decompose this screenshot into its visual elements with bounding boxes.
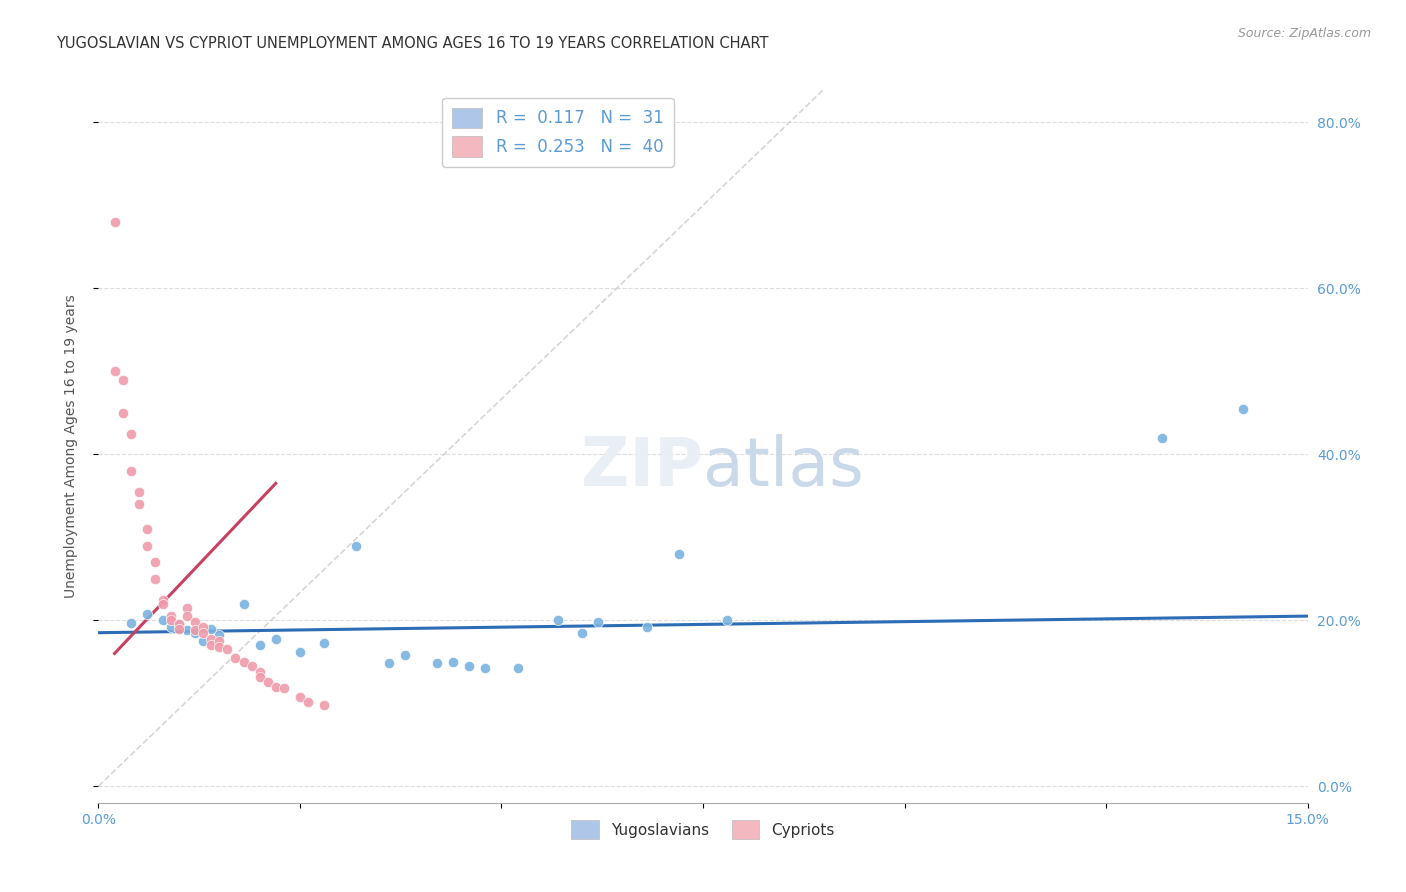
Point [128,484,150,499]
Point [103,215,125,229]
Point [256,675,278,690]
Point [506,660,529,674]
Point [1152,431,1174,445]
Point [128,497,150,511]
Point [200,632,222,646]
Point [193,620,215,634]
Point [167,617,190,632]
Text: Source: ZipAtlas.com: Source: ZipAtlas.com [1237,27,1371,40]
Point [184,624,207,638]
Point [314,698,336,712]
Point [264,680,287,694]
Point [232,655,254,669]
Point [441,655,464,669]
Point [636,620,658,634]
Point [249,670,271,684]
Point [143,572,166,586]
Point [273,681,295,696]
Point [135,607,157,622]
Point [224,650,246,665]
Point [668,547,690,561]
Point [160,613,183,627]
Point [103,364,125,378]
Point [184,625,207,640]
Point [217,642,239,657]
Point [135,522,157,536]
Point [120,426,142,441]
Point [120,615,142,630]
Point [571,625,593,640]
Point [176,609,198,624]
Point [111,406,134,420]
Text: ZIP: ZIP [581,434,703,500]
Point [120,464,142,478]
Point [240,659,263,673]
Point [458,659,481,673]
Point [176,624,198,638]
Point [314,636,336,650]
Point [152,613,174,627]
Text: YUGOSLAVIAN VS CYPRIOT UNEMPLOYMENT AMONG AGES 16 TO 19 YEARS CORRELATION CHART: YUGOSLAVIAN VS CYPRIOT UNEMPLOYMENT AMON… [56,36,769,51]
Point [208,628,231,642]
Point [167,622,190,636]
Point [249,638,271,652]
Text: atlas: atlas [703,434,863,500]
Point [297,695,319,709]
Point [200,638,222,652]
Point [394,648,416,662]
Point [135,539,157,553]
Point [264,632,287,646]
Point [586,615,609,629]
Point [377,657,399,671]
Point [288,645,311,659]
Point [232,597,254,611]
Point [160,620,183,634]
Point [152,592,174,607]
Point [200,622,222,636]
Point [1232,401,1254,416]
Point [716,613,738,627]
Point [344,539,367,553]
Point [176,600,198,615]
Point [193,625,215,640]
Point [426,657,449,671]
Point [167,617,190,632]
Legend: Yugoslavians, Cypriots: Yugoslavians, Cypriots [565,814,841,845]
Point [193,634,215,648]
Point [208,640,231,654]
Point [208,634,231,648]
Point [184,615,207,629]
Y-axis label: Unemployment Among Ages 16 to 19 years: Unemployment Among Ages 16 to 19 years [63,294,77,598]
Point [111,373,134,387]
Point [547,613,569,627]
Point [474,660,496,674]
Point [249,665,271,679]
Point [152,597,174,611]
Point [143,555,166,569]
Point [288,690,311,704]
Point [160,609,183,624]
